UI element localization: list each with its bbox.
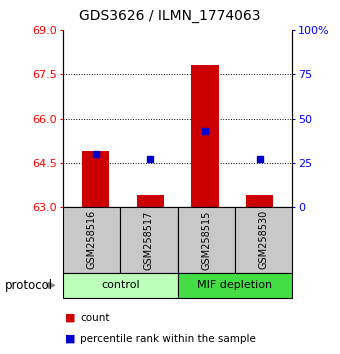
Bar	[137, 195, 164, 207]
Text: ■: ■	[65, 313, 75, 322]
Text: GSM258530: GSM258530	[259, 210, 269, 269]
Bar	[246, 195, 273, 207]
Text: GDS3626 / ILMN_1774063: GDS3626 / ILMN_1774063	[79, 9, 261, 23]
Text: GSM258516: GSM258516	[87, 210, 97, 269]
Text: count: count	[80, 313, 109, 322]
Text: protocol: protocol	[5, 279, 53, 292]
Text: percentile rank within the sample: percentile rank within the sample	[80, 334, 256, 344]
Bar	[82, 151, 109, 207]
Text: control: control	[101, 280, 140, 290]
Text: GSM258515: GSM258515	[201, 210, 211, 269]
Bar	[191, 65, 219, 207]
Text: ■: ■	[65, 334, 75, 344]
Text: MIF depletion: MIF depletion	[198, 280, 273, 290]
Text: GSM258517: GSM258517	[144, 210, 154, 269]
